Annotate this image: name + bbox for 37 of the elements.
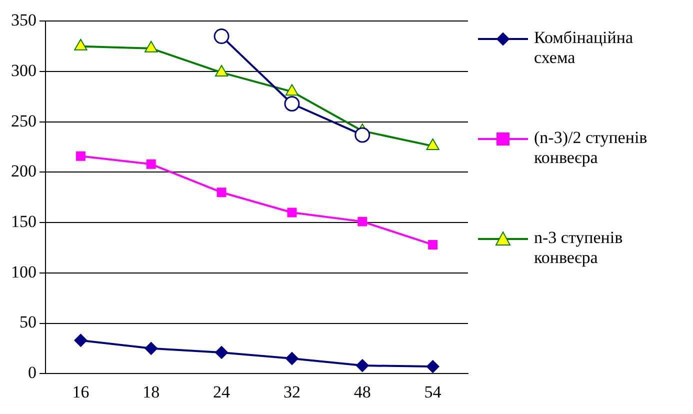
y-tick-label: 150: [11, 212, 36, 232]
y-tick-label: 0: [28, 363, 36, 382]
point: [216, 188, 226, 198]
x-tick-label: 18: [142, 382, 160, 402]
point: [428, 240, 438, 250]
y-tick-label: 350: [11, 10, 36, 30]
legend-label: Комбінаційна схема: [534, 28, 634, 69]
y-tick-label: 200: [11, 162, 36, 181]
point: [74, 334, 88, 347]
y-tick-label: 250: [11, 111, 36, 130]
x-tick-label: 48: [354, 382, 371, 402]
legend-label: n-3 ступенів конвеєра: [534, 228, 624, 269]
point: [144, 342, 158, 355]
point: [356, 359, 369, 372]
x-tick-label: 24: [213, 382, 231, 402]
point: [284, 96, 300, 112]
point: [146, 159, 156, 169]
x-tick-label: 16: [72, 382, 90, 402]
point: [76, 151, 86, 161]
point: [426, 138, 440, 150]
y-tick-label: 300: [11, 61, 36, 80]
point: [287, 208, 297, 218]
x-tick-label: 54: [424, 382, 442, 402]
point: [426, 360, 440, 374]
point: [285, 84, 299, 96]
point: [214, 65, 228, 77]
point: [354, 127, 370, 143]
y-tick-label: 50: [20, 312, 36, 332]
y-tick-label: 100: [11, 262, 36, 282]
point: [215, 346, 228, 359]
legend-label: (n-3)/2 ступенів конвеєра: [534, 128, 648, 169]
point: [285, 352, 298, 365]
point: [214, 28, 230, 44]
x-tick-label: 32: [283, 382, 300, 402]
point: [358, 216, 368, 226]
point: [74, 38, 88, 50]
point: [144, 40, 158, 52]
